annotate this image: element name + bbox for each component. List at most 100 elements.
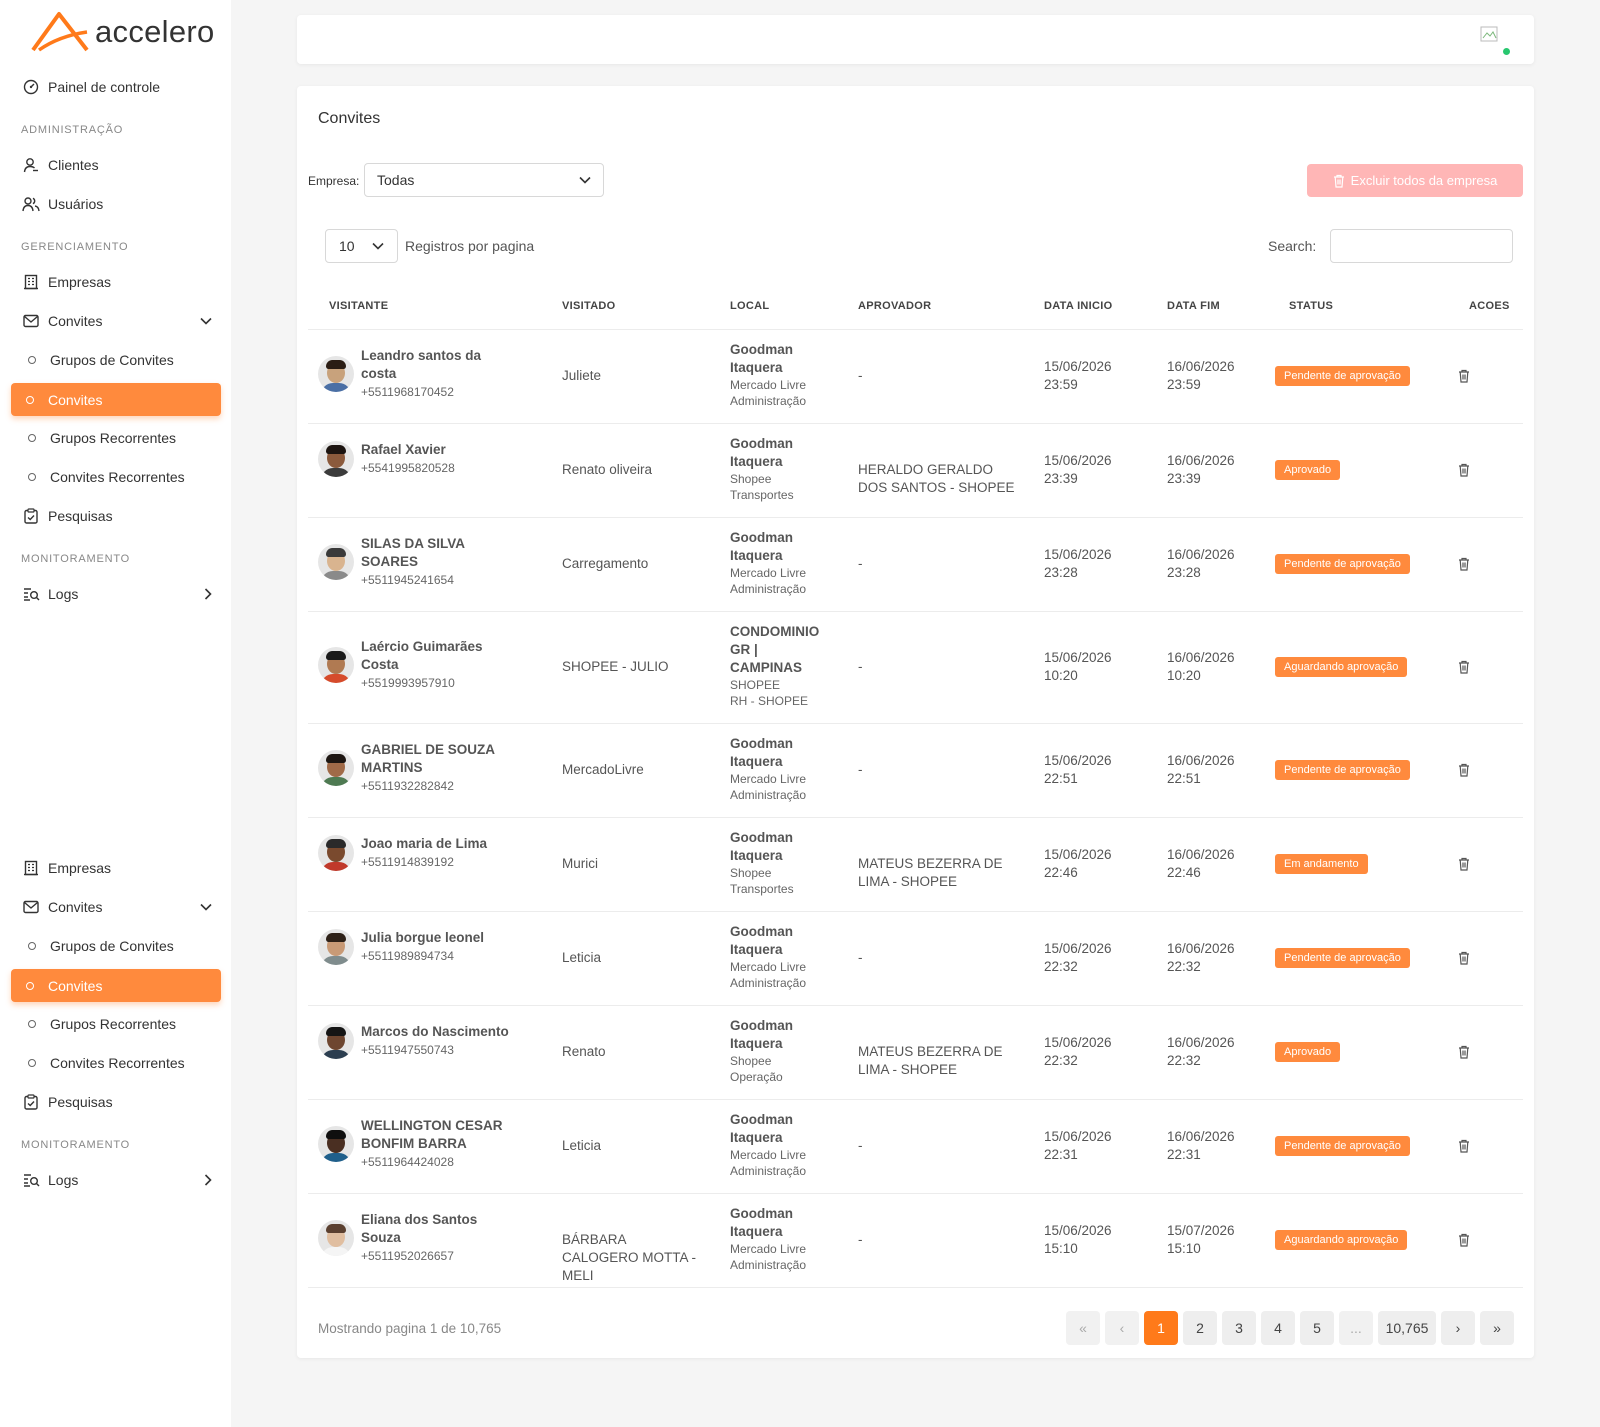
visitor-name: Marcos do Nascimento — [361, 1024, 509, 1039]
sidebar-item-convites-active[interactable]: Convites — [11, 383, 221, 416]
end-date-cell: 15/07/2026 15:10 — [1167, 1223, 1235, 1256]
sidebar-item-label: Painel de controle — [48, 79, 161, 95]
pagination-next-button[interactable]: › — [1441, 1311, 1475, 1345]
sidebar-item-convites[interactable]: Convites — [22, 307, 212, 335]
status-badge: Pendente de aprovação — [1275, 366, 1410, 386]
column-header-acoes: ACOES — [1469, 300, 1510, 312]
sidebar-item-grupos-recorrentes[interactable]: Grupos Recorrentes — [22, 424, 212, 452]
user-avatar[interactable] — [1478, 23, 1510, 55]
building-icon — [22, 859, 40, 877]
sidebar-item-empresas[interactable]: Empresas — [22, 854, 212, 882]
sidebar-item-dashboard[interactable]: Painel de controle — [22, 73, 212, 101]
pagination-page-button[interactable]: 2 — [1183, 1311, 1217, 1345]
trash-icon[interactable] — [1458, 1233, 1470, 1247]
end-date-cell: 16/06/2026 22:31 — [1167, 1129, 1235, 1162]
sidebar-item-grupos-convites[interactable]: Grupos de Convites — [22, 346, 212, 374]
column-header-local[interactable]: LOCAL — [730, 300, 770, 312]
pagination-page-button[interactable]: 1 — [1144, 1311, 1178, 1345]
search-input[interactable] — [1330, 229, 1513, 263]
visitor-name: Rafael Xavier — [361, 442, 446, 457]
section-label-monitoramento: MONITORAMENTO — [21, 553, 130, 565]
visitor-cell: Joao maria de Lima +5511914839192 — [318, 835, 511, 871]
table-row — [308, 1005, 1523, 1099]
column-header-data-inicio[interactable]: DATA INICIO — [1044, 300, 1113, 312]
trash-icon[interactable] — [1458, 463, 1470, 477]
avatar — [318, 750, 354, 786]
mail-icon — [22, 898, 40, 916]
table-row — [308, 517, 1523, 611]
sidebar-item-grupos-recorrentes[interactable]: Grupos Recorrentes — [22, 1010, 212, 1038]
visitor-phone: +5519993957910 — [361, 676, 455, 690]
table-row — [308, 911, 1523, 1005]
delete-all-button[interactable]: Excluir todos da empresa — [1307, 164, 1523, 197]
table-row — [308, 817, 1523, 911]
chevron-right-icon — [204, 588, 212, 600]
pagination-first-button[interactable]: « — [1066, 1311, 1100, 1345]
pagination-last-button[interactable]: » — [1480, 1311, 1514, 1345]
sidebar-item-logs[interactable]: Logs — [22, 580, 212, 608]
sidebar-item-empresas[interactable]: Empresas — [22, 268, 212, 296]
table-row — [308, 329, 1523, 423]
pagination-page-button[interactable]: 4 — [1261, 1311, 1295, 1345]
building-icon — [22, 273, 40, 291]
approver-cell: - — [858, 1138, 863, 1153]
visitor-name: Eliana dos Santos Souza — [361, 1212, 478, 1245]
sidebar-item-convites-recorrentes[interactable]: Convites Recorrentes — [22, 463, 212, 491]
sidebar-item-pesquisas[interactable]: Pesquisas — [22, 502, 212, 530]
sidebar-item-logs[interactable]: Logs — [22, 1166, 212, 1194]
sidebar-item-convites-active[interactable]: Convites — [11, 969, 221, 1002]
column-header-data-fim[interactable]: DATA FIM — [1167, 300, 1220, 312]
visitor-name: SILAS DA SILVA SOARES — [361, 536, 465, 569]
local-name: Goodman Itaquera — [730, 830, 793, 863]
sidebar-item-label: Usuários — [48, 196, 104, 212]
column-header-status[interactable]: STATUS — [1289, 300, 1334, 312]
start-date-cell: 15/06/2026 10:20 — [1044, 650, 1112, 683]
sidebar-item-grupos-convites[interactable]: Grupos de Convites — [22, 932, 212, 960]
approver-cell: - — [858, 659, 863, 674]
visitor-name: WELLINGTON CESAR BONFIM BARRA — [361, 1118, 503, 1151]
trash-icon[interactable] — [1458, 660, 1470, 674]
sidebar-item-clientes[interactable]: Clientes — [22, 151, 212, 179]
logo[interactable]: accelero — [29, 10, 215, 54]
visitor-name: GABRIEL DE SOUZA MARTINS — [361, 742, 495, 775]
local-company: Mercado Livre — [730, 1242, 807, 1256]
pagination-page-button[interactable]: 5 — [1300, 1311, 1334, 1345]
local-name: CONDOMINIO GR | CAMPINAS — [730, 624, 820, 675]
visitor-phone: +5511914839192 — [361, 855, 454, 869]
sidebar-item-usuarios[interactable]: Usuários — [22, 190, 212, 218]
start-date-cell: 15/06/2026 22:32 — [1044, 1035, 1112, 1068]
trash-icon[interactable] — [1458, 857, 1470, 871]
per-page-select[interactable]: 10 — [325, 229, 398, 263]
chevron-down-icon — [372, 242, 384, 250]
visitor-cell: Leandro santos da costa +5511968170452 — [318, 347, 511, 401]
trash-icon[interactable] — [1458, 763, 1470, 777]
pagination-page-button[interactable]: 3 — [1222, 1311, 1256, 1345]
local-name: Goodman Itaquera — [730, 342, 793, 375]
local-department: Operação — [730, 1070, 783, 1084]
trash-icon[interactable] — [1458, 557, 1470, 571]
sidebar-item-convites-recorrentes[interactable]: Convites Recorrentes — [22, 1049, 212, 1077]
pagination-prev-button[interactable]: ‹ — [1105, 1311, 1139, 1345]
end-date-cell: 16/06/2026 10:20 — [1167, 650, 1235, 683]
status-badge: Em andamento — [1275, 854, 1368, 874]
trash-icon[interactable] — [1458, 1139, 1470, 1153]
sidebar-item-pesquisas[interactable]: Pesquisas — [22, 1088, 212, 1116]
circle-icon — [26, 395, 34, 404]
local-cell: Goodman Itaquera Mercado Livre Administr… — [730, 923, 830, 991]
circle-icon — [28, 434, 36, 442]
approver-cell: - — [858, 556, 863, 571]
local-name: Goodman Itaquera — [730, 436, 793, 469]
status-badge: Aprovado — [1275, 460, 1341, 480]
gauge-icon — [22, 78, 40, 96]
trash-icon[interactable] — [1458, 1045, 1470, 1059]
visitor-phone: +5511932282842 — [361, 779, 454, 793]
avatar — [318, 835, 354, 871]
trash-icon[interactable] — [1458, 951, 1470, 965]
column-header-visitante[interactable]: VISITANTE — [329, 300, 389, 312]
pagination-last-page-button[interactable]: 10,765 — [1378, 1311, 1436, 1345]
column-header-aprovador[interactable]: APROVADOR — [858, 300, 932, 312]
sidebar-item-convites[interactable]: Convites — [22, 893, 212, 921]
trash-icon[interactable] — [1458, 369, 1470, 383]
empresa-select[interactable]: Todas — [364, 163, 604, 197]
column-header-visitado[interactable]: VISITADO — [562, 300, 616, 312]
